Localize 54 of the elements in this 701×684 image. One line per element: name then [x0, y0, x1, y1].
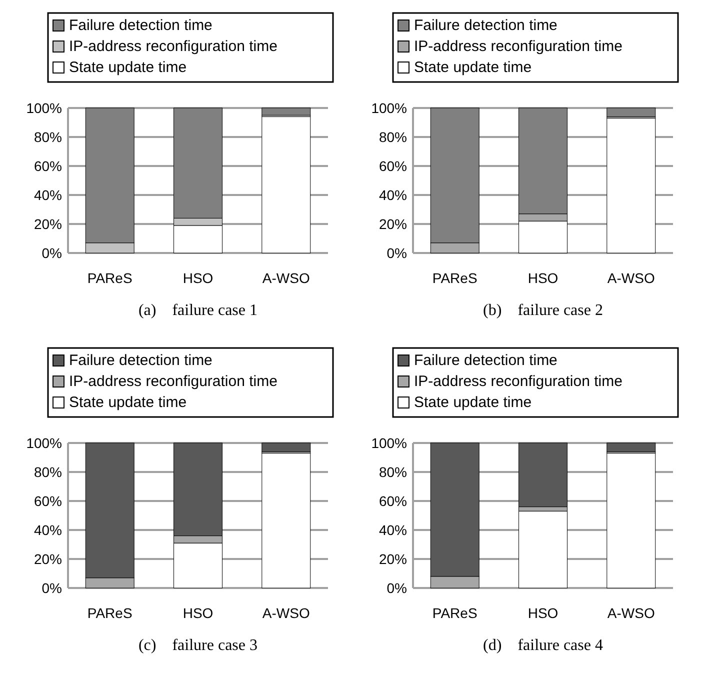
legend-label: State update time: [69, 394, 187, 411]
y-tick-label: 20%: [34, 550, 62, 567]
legend-label: IP-address reconfiguration time: [414, 373, 622, 390]
legend-label: Failure detection time: [69, 17, 212, 34]
legend-label: State update time: [414, 394, 532, 411]
y-tick-label: 40%: [34, 522, 62, 538]
legend-label: Failure detection time: [69, 352, 212, 369]
y-tick-label: 20%: [378, 216, 407, 232]
y-tick-label: 60%: [34, 492, 62, 509]
legend-label: State update time: [69, 59, 187, 76]
x-tick-label: A-WSO: [607, 270, 655, 286]
y-tick-label: 80%: [378, 464, 407, 480]
x-tick-label: HSO: [182, 270, 214, 286]
y-tick-label: 100%: [26, 100, 62, 116]
y-tick-label: 20%: [378, 550, 407, 567]
y-tick-label: 100%: [26, 434, 62, 451]
x-tick-label: A-WSO: [607, 605, 655, 621]
y-tick-label: 40%: [34, 186, 62, 203]
y-tick-label: 60%: [34, 158, 62, 174]
x-tick-label: PAReS: [432, 605, 478, 621]
x-tick-label: PAReS: [87, 605, 132, 621]
text: (c) failure case 3: [138, 637, 258, 654]
y-tick-label: 80%: [34, 128, 62, 145]
x-tick-label: HSO: [528, 270, 558, 286]
y-tick-label: 0%: [42, 244, 62, 261]
x-tick-label: HSO: [528, 605, 558, 621]
text: (d) failure case 4: [483, 637, 603, 654]
legend-label: IP-address reconfiguration time: [414, 38, 622, 55]
y-tick-label: 80%: [378, 128, 407, 145]
y-tick-label: 40%: [378, 522, 407, 538]
y-tick-label: 100%: [371, 100, 407, 116]
y-tick-label: 40%: [378, 186, 407, 203]
y-tick-label: 60%: [378, 158, 407, 174]
y-tick-label: 0%: [386, 580, 407, 596]
bar: [518, 510, 568, 588]
legend-label: IP-address reconfiguration time: [69, 38, 278, 55]
x-tick-label: PAReS: [87, 270, 132, 286]
y-tick-label: 60%: [378, 492, 407, 509]
y-tick-label: 80%: [34, 464, 62, 480]
text: (a) failure case 1: [138, 302, 258, 319]
y-tick-label: 20%: [34, 216, 62, 232]
x-tick-label: A-WSO: [262, 605, 310, 621]
text: (b) failure case 2: [483, 302, 603, 319]
x-tick-label: PAReS: [432, 270, 478, 286]
x-tick-label: HSO: [182, 605, 214, 621]
y-tick-label: 0%: [42, 580, 62, 596]
legend-label: IP-address reconfiguration time: [69, 373, 278, 390]
legend-label: State update time: [414, 59, 532, 76]
legend-label: Failure detection time: [414, 352, 558, 369]
bar: [518, 442, 568, 508]
legend-label: Failure detection time: [414, 17, 558, 34]
x-tick-label: A-WSO: [262, 270, 310, 286]
y-tick-label: 100%: [371, 434, 407, 451]
y-tick-label: 0%: [386, 244, 407, 261]
